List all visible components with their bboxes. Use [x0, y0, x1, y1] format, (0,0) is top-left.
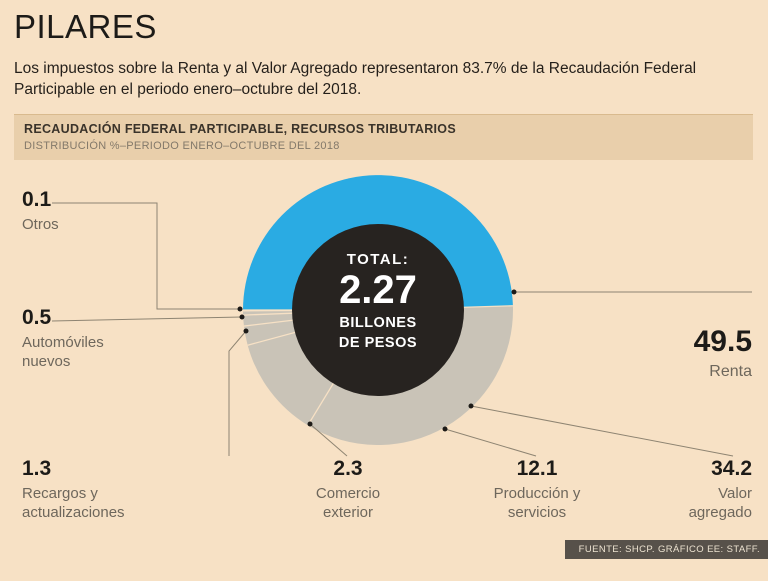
callout-otros-label: Otros [22, 216, 59, 234]
chart-header-bar: RECAUDACIÓN FEDERAL PARTICIPABLE, RECURS… [14, 114, 753, 160]
leader-renta [511, 289, 752, 295]
callout-automoviles: 0.5 Automóviles nuevos [22, 306, 134, 371]
leader-otros [52, 202, 243, 312]
callout-valor-agregado-value: 34.2 [711, 457, 752, 480]
callout-automoviles-value: 0.5 [22, 306, 52, 329]
page-title: PILARES [14, 8, 157, 45]
callout-produccion: 12.1 Producción y servicios [492, 457, 582, 522]
callout-renta-value: 49.5 [693, 325, 752, 358]
donut-center-total: TOTAL: 2.27 BILLONES DE PESOS [288, 251, 468, 354]
callout-produccion-label: Producción y servicios [493, 485, 581, 522]
page-subtitle: Los impuestos sobre la Renta y al Valor … [14, 60, 697, 98]
source-bar: FUENTE: SHCP. GRÁFICO EE: STAFF. [564, 540, 768, 559]
chart-subtitle: DISTRIBUCIÓN %–PERIODO ENERO–OCTUBRE DEL… [24, 140, 340, 152]
callout-automoviles-label: Automóviles nuevos [22, 334, 104, 371]
callout-renta-label: Renta [709, 362, 752, 380]
total-unit-line2: DE PESOS [338, 335, 418, 352]
callout-otros: 0.1 Otros [22, 188, 59, 234]
callout-comercio-label: Comercio exterior [315, 485, 381, 522]
donut-chart [242, 175, 513, 446]
callout-renta: 49.5 Renta [694, 326, 752, 382]
callout-comercio: 2.3 Comercio exterior [300, 457, 396, 522]
source-text: FUENTE: SHCP. GRÁFICO EE: STAFF. [578, 544, 760, 555]
callout-valor-agregado: 34.2 Valor agregado [662, 457, 752, 522]
callout-recargos-value: 1.3 [22, 457, 52, 480]
chart-title: RECAUDACIÓN FEDERAL PARTICIPABLE, RECURS… [24, 122, 456, 136]
total-value: 2.27 [339, 268, 417, 312]
callout-otros-value: 0.1 [22, 188, 52, 211]
total-prefix: TOTAL: [346, 251, 410, 268]
callout-recargos: 1.3 Recargos y actualizaciones [22, 457, 154, 522]
callout-valor-agregado-label: Valor agregado [688, 485, 752, 522]
total-unit-line1: BILLONES [339, 315, 417, 331]
callout-recargos-label: Recargos y actualizaciones [22, 485, 125, 522]
callout-produccion-value: 12.1 [516, 457, 558, 480]
callout-comercio-value: 2.3 [333, 457, 363, 480]
